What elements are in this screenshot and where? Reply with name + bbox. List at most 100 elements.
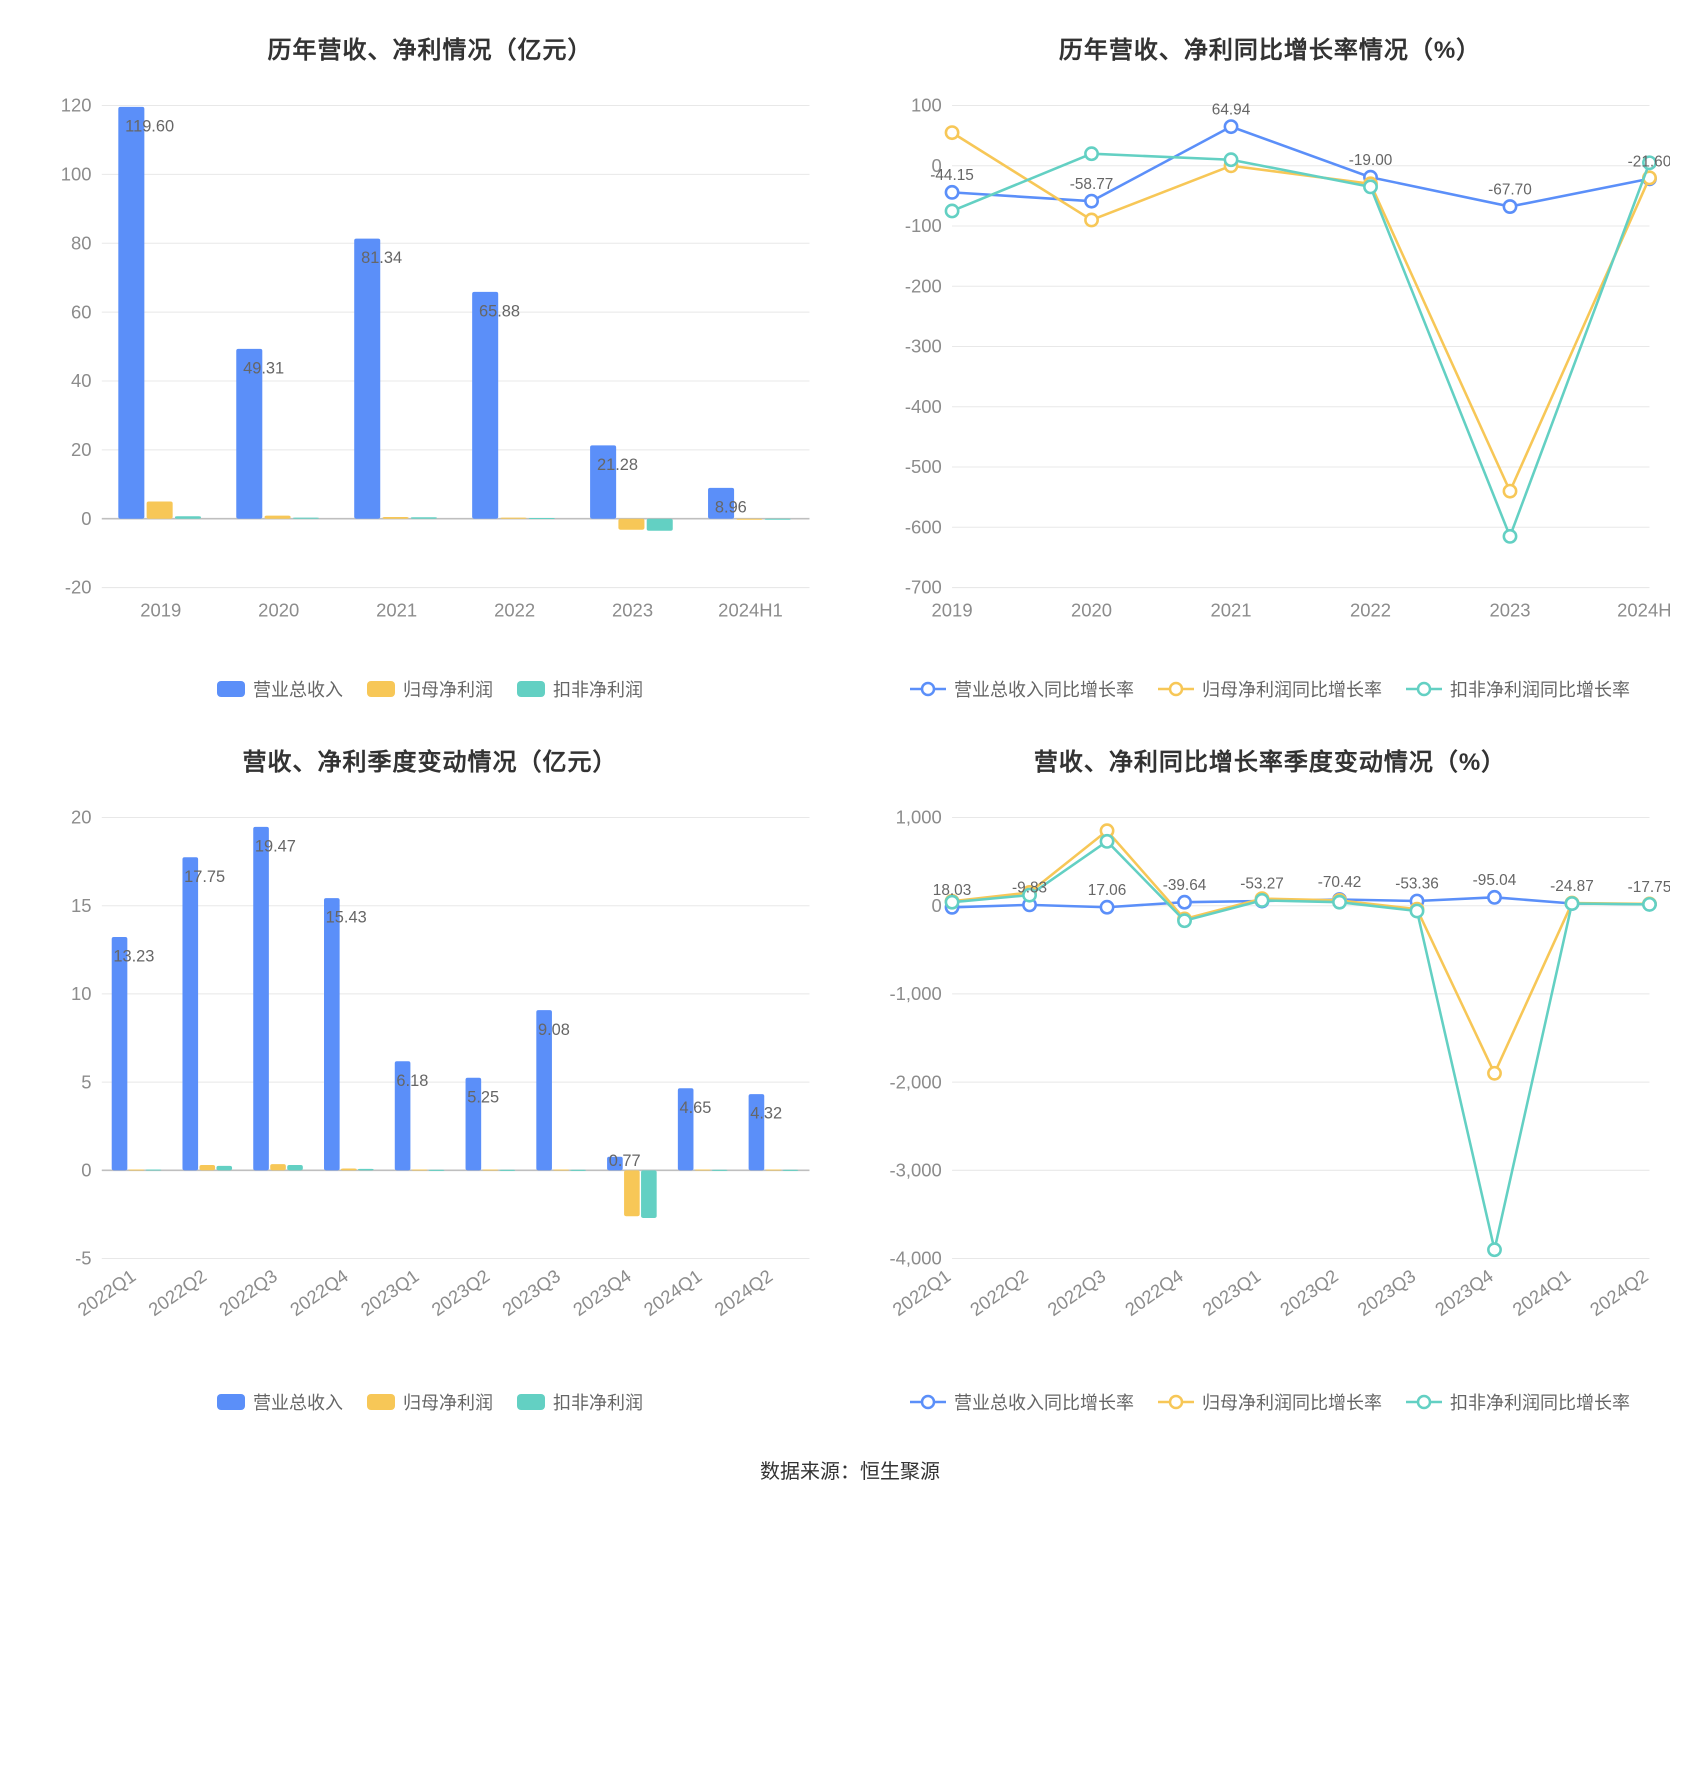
svg-text:-700: -700 <box>905 577 942 598</box>
chart-title: 历年营收、净利同比增长率情况（%） <box>1059 30 1481 65</box>
legend-swatch <box>217 1394 245 1410</box>
legend-label: 归母净利润 <box>403 1389 493 1415</box>
svg-text:2021: 2021 <box>376 599 417 620</box>
svg-text:-53.36: -53.36 <box>1395 876 1439 893</box>
svg-text:4.65: 4.65 <box>680 1099 712 1117</box>
svg-text:-600: -600 <box>905 516 942 537</box>
svg-text:120: 120 <box>61 95 92 116</box>
svg-text:2022Q1: 2022Q1 <box>74 1265 140 1320</box>
data-source-footer: 数据来源：恒生聚源 <box>30 1455 1670 1484</box>
svg-text:2023Q2: 2023Q2 <box>1276 1265 1342 1320</box>
svg-text:2023Q3: 2023Q3 <box>1353 1265 1419 1320</box>
legend-swatch <box>217 681 245 697</box>
svg-text:2023Q1: 2023Q1 <box>357 1265 423 1320</box>
panel-top-right: 历年营收、净利同比增长率情况（%） -700 -600 -500 -400 -300 -2… <box>870 30 1670 702</box>
svg-text:-9.83: -9.83 <box>1012 880 1047 897</box>
svg-text:-70.42: -70.42 <box>1318 875 1362 892</box>
svg-text:2024Q2: 2024Q2 <box>711 1265 777 1320</box>
svg-text:4.32: 4.32 <box>750 1105 782 1123</box>
svg-text:-20: -20 <box>65 577 92 598</box>
svg-text:2020: 2020 <box>1071 599 1112 620</box>
legend-item: 扣非净利润同比增长率 <box>1406 676 1630 702</box>
svg-text:-400: -400 <box>905 396 942 417</box>
svg-text:8.96: 8.96 <box>715 498 747 516</box>
svg-text:2019: 2019 <box>932 599 973 620</box>
legend: 营业总收入 归母净利润 扣非净利润 <box>217 1389 643 1415</box>
legend-label: 营业总收入 <box>253 1389 343 1415</box>
legend-label: 营业总收入 <box>253 676 343 702</box>
svg-text:10: 10 <box>71 983 92 1004</box>
legend-swatch <box>1406 1394 1442 1410</box>
legend-item: 营业总收入 <box>217 1389 343 1415</box>
line-chart-annual-growth: -700-600-500-400-300-200-1000100-44.15-5… <box>870 85 1670 664</box>
svg-text:2022Q3: 2022Q3 <box>215 1265 281 1320</box>
legend-item: 扣非净利润 <box>517 676 643 702</box>
svg-text:17.75: 17.75 <box>184 868 225 886</box>
svg-text:40: 40 <box>71 370 92 391</box>
legend-label: 扣非净利润 <box>553 1389 643 1415</box>
svg-text:5.25: 5.25 <box>467 1089 499 1107</box>
legend-swatch <box>1158 1394 1194 1410</box>
legend-item: 归母净利润 <box>367 1389 493 1415</box>
panel-top-left: 历年营收、净利情况（亿元） -20020406080100120119.6049… <box>30 30 830 702</box>
svg-text:-24.87: -24.87 <box>1550 879 1594 896</box>
svg-text:20: 20 <box>71 807 92 828</box>
panel-bottom-left: 营收、净利季度变动情况（亿元） -50510152013.2317.7519.4… <box>30 742 830 1414</box>
svg-text:9.08: 9.08 <box>538 1021 570 1039</box>
svg-text:-300: -300 <box>905 336 942 357</box>
svg-text:-53.27: -53.27 <box>1240 876 1284 893</box>
svg-text:2023Q3: 2023Q3 <box>498 1265 564 1320</box>
svg-text:2023Q1: 2023Q1 <box>1198 1265 1264 1320</box>
legend-item: 扣非净利润 <box>517 1389 643 1415</box>
svg-text:80: 80 <box>71 232 92 253</box>
svg-text:-44.15: -44.15 <box>930 167 974 184</box>
svg-text:2021: 2021 <box>1210 599 1251 620</box>
svg-text:2020: 2020 <box>258 599 299 620</box>
svg-text:2022Q2: 2022Q2 <box>966 1265 1032 1320</box>
svg-text:2022Q4: 2022Q4 <box>286 1265 352 1320</box>
legend-item: 扣非净利润同比增长率 <box>1406 1389 1630 1415</box>
legend-label: 归母净利润同比增长率 <box>1202 676 1382 702</box>
svg-text:13.23: 13.23 <box>113 948 154 966</box>
chart-title: 营收、净利季度变动情况（亿元） <box>243 742 618 777</box>
bar-chart-quarterly: -50510152013.2317.7519.4715.436.185.259.… <box>30 797 830 1376</box>
svg-text:-200: -200 <box>905 275 942 296</box>
chart-title: 营收、净利同比增长率季度变动情况（%） <box>1034 742 1506 777</box>
legend-label: 扣非净利润同比增长率 <box>1450 676 1630 702</box>
svg-text:-67.70: -67.70 <box>1488 181 1532 198</box>
svg-text:65.88: 65.88 <box>479 302 520 320</box>
legend-item: 归母净利润同比增长率 <box>1158 1389 1382 1415</box>
legend-label: 扣非净利润 <box>553 676 643 702</box>
svg-text:-58.77: -58.77 <box>1070 176 1114 193</box>
svg-text:-500: -500 <box>905 456 942 477</box>
legend-swatch <box>367 1394 395 1410</box>
svg-text:49.31: 49.31 <box>243 360 284 378</box>
svg-text:2024H1: 2024H1 <box>1617 599 1670 620</box>
svg-text:2022Q2: 2022Q2 <box>144 1265 210 1320</box>
svg-text:-3,000: -3,000 <box>889 1160 941 1181</box>
svg-text:2023: 2023 <box>1489 599 1530 620</box>
svg-text:18.03: 18.03 <box>933 882 971 899</box>
svg-text:-39.64: -39.64 <box>1163 877 1207 894</box>
svg-text:2023: 2023 <box>612 599 653 620</box>
svg-text:0.77: 0.77 <box>609 1153 641 1171</box>
legend-swatch <box>1406 681 1442 697</box>
svg-text:-4,000: -4,000 <box>889 1248 941 1269</box>
line-chart-quarterly-growth: -4,000-3,000-2,000-1,00001,00018.03-9.83… <box>870 797 1670 1376</box>
legend-label: 营业总收入同比增长率 <box>954 676 1134 702</box>
legend-swatch <box>367 681 395 697</box>
svg-text:15: 15 <box>71 895 92 916</box>
svg-text:2022: 2022 <box>1350 599 1391 620</box>
svg-text:2022Q3: 2022Q3 <box>1043 1265 1109 1320</box>
svg-text:1,000: 1,000 <box>896 807 942 828</box>
svg-text:2022Q1: 2022Q1 <box>889 1265 955 1320</box>
legend-swatch <box>910 1394 946 1410</box>
legend-item: 营业总收入同比增长率 <box>910 1389 1134 1415</box>
svg-text:-1,000: -1,000 <box>889 983 941 1004</box>
legend-label: 归母净利润 <box>403 676 493 702</box>
legend-label: 扣非净利润同比增长率 <box>1450 1389 1630 1415</box>
svg-text:2023Q4: 2023Q4 <box>569 1265 635 1320</box>
svg-text:0: 0 <box>81 508 91 529</box>
svg-text:-19.00: -19.00 <box>1349 152 1393 169</box>
chart-title: 历年营收、净利情况（亿元） <box>268 30 593 65</box>
